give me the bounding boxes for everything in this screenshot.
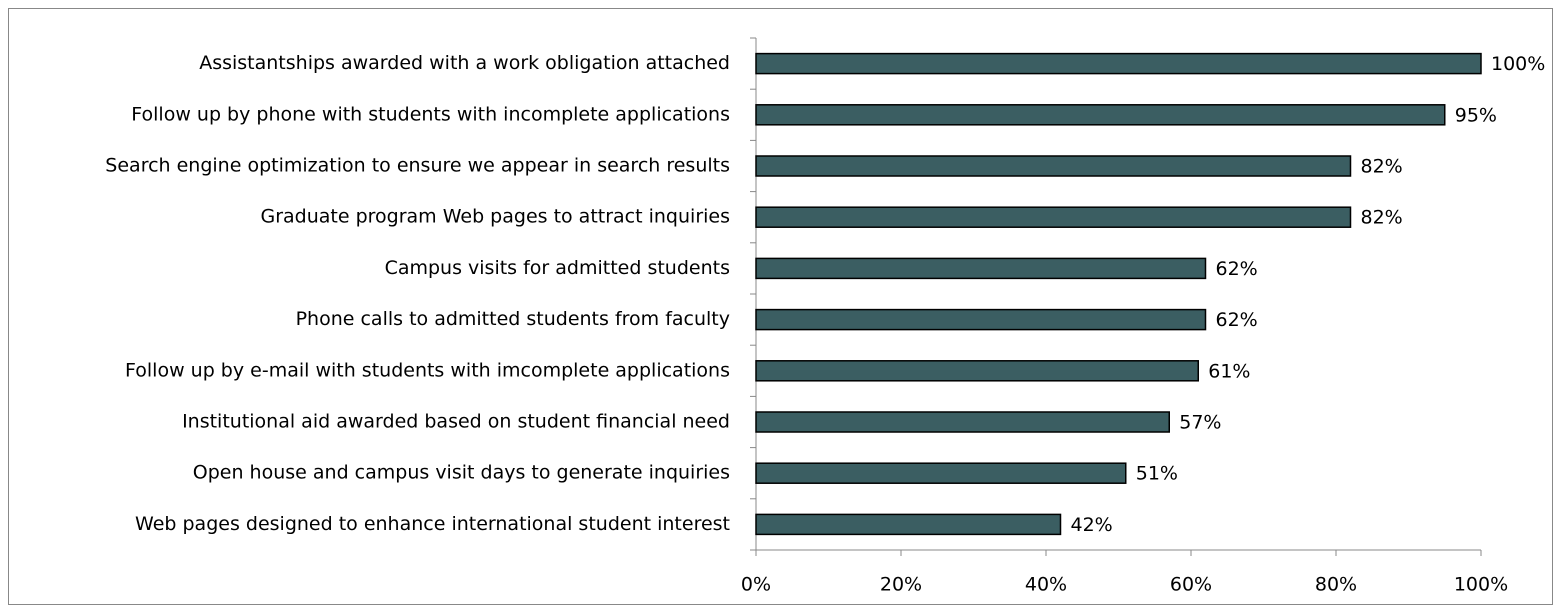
data-label: 82%: [1361, 207, 1403, 229]
y-tick-label: Phone calls to admitted students from fa…: [296, 308, 730, 330]
x-tick-label: 80%: [1315, 574, 1357, 596]
data-label: 82%: [1361, 156, 1403, 178]
x-tick-label: 0%: [741, 574, 771, 596]
data-label: 100%: [1491, 53, 1545, 75]
y-tick-label: Search engine optimization to ensure we …: [105, 155, 730, 177]
data-label: 51%: [1136, 463, 1178, 485]
bar: [755, 104, 1446, 126]
bar: [755, 257, 1207, 280]
y-tick-label: Follow up by e-mail with students with i…: [125, 359, 730, 381]
bar: [755, 52, 1482, 75]
y-tick-label: Assistantships awarded with a work oblig…: [199, 52, 730, 74]
y-tick-label: Follow up by phone with students with in…: [131, 103, 730, 125]
bar: [755, 155, 1352, 177]
y-tick-label: Open house and campus visit days to gene…: [193, 462, 730, 484]
bar: [755, 308, 1207, 331]
x-tick-label: 100%: [1454, 574, 1508, 596]
x-tick-label: 40%: [1025, 574, 1067, 596]
y-tick-label: Graduate program Web pages to attract in…: [260, 206, 730, 228]
bar: [755, 513, 1062, 536]
data-label: 62%: [1216, 309, 1258, 331]
data-label: 95%: [1455, 104, 1497, 126]
data-label: 57%: [1179, 412, 1221, 434]
data-label: 42%: [1071, 514, 1113, 536]
y-tick-label: Institutional aid awarded based on stude…: [182, 411, 730, 433]
bar: [755, 206, 1352, 228]
data-label: 61%: [1208, 360, 1250, 382]
x-tick-label: 60%: [1170, 574, 1212, 596]
bar: [755, 462, 1127, 484]
x-tick-label: 20%: [880, 574, 922, 596]
bar: [755, 411, 1170, 433]
y-tick-label: Campus visits for admitted students: [385, 257, 730, 279]
bar: [755, 360, 1199, 382]
data-label: 62%: [1216, 258, 1258, 280]
y-tick-label: Web pages designed to enhance internatio…: [135, 513, 730, 535]
